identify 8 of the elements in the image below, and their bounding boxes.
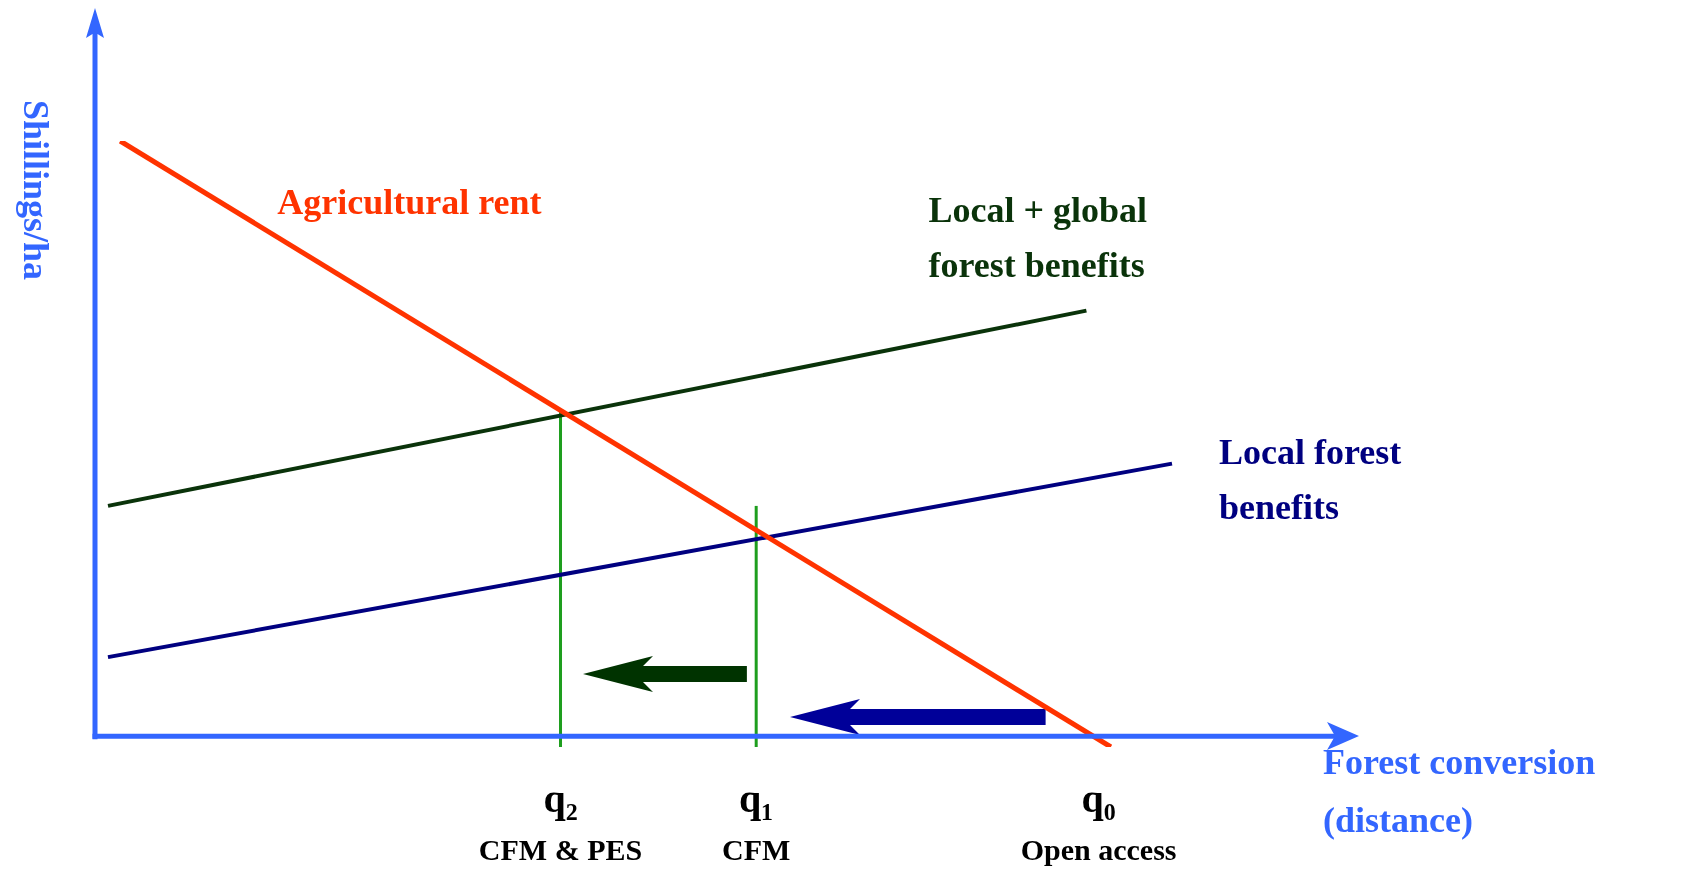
y-axis-title: Shillings/ha bbox=[16, 99, 56, 281]
series-label: Local forest benefits bbox=[1219, 431, 1402, 527]
series-label: Local + global forest benefits bbox=[928, 189, 1147, 285]
x-tick-label: q₁ CFM bbox=[722, 776, 791, 867]
x-tick-label: q₀ Open access bbox=[1020, 776, 1177, 867]
x-tick-label: q₂ CFM & PES bbox=[478, 776, 643, 867]
x-axis-title: Forest conversion (distance) bbox=[1323, 742, 1596, 841]
series-label: Agricultural rent bbox=[277, 182, 542, 222]
